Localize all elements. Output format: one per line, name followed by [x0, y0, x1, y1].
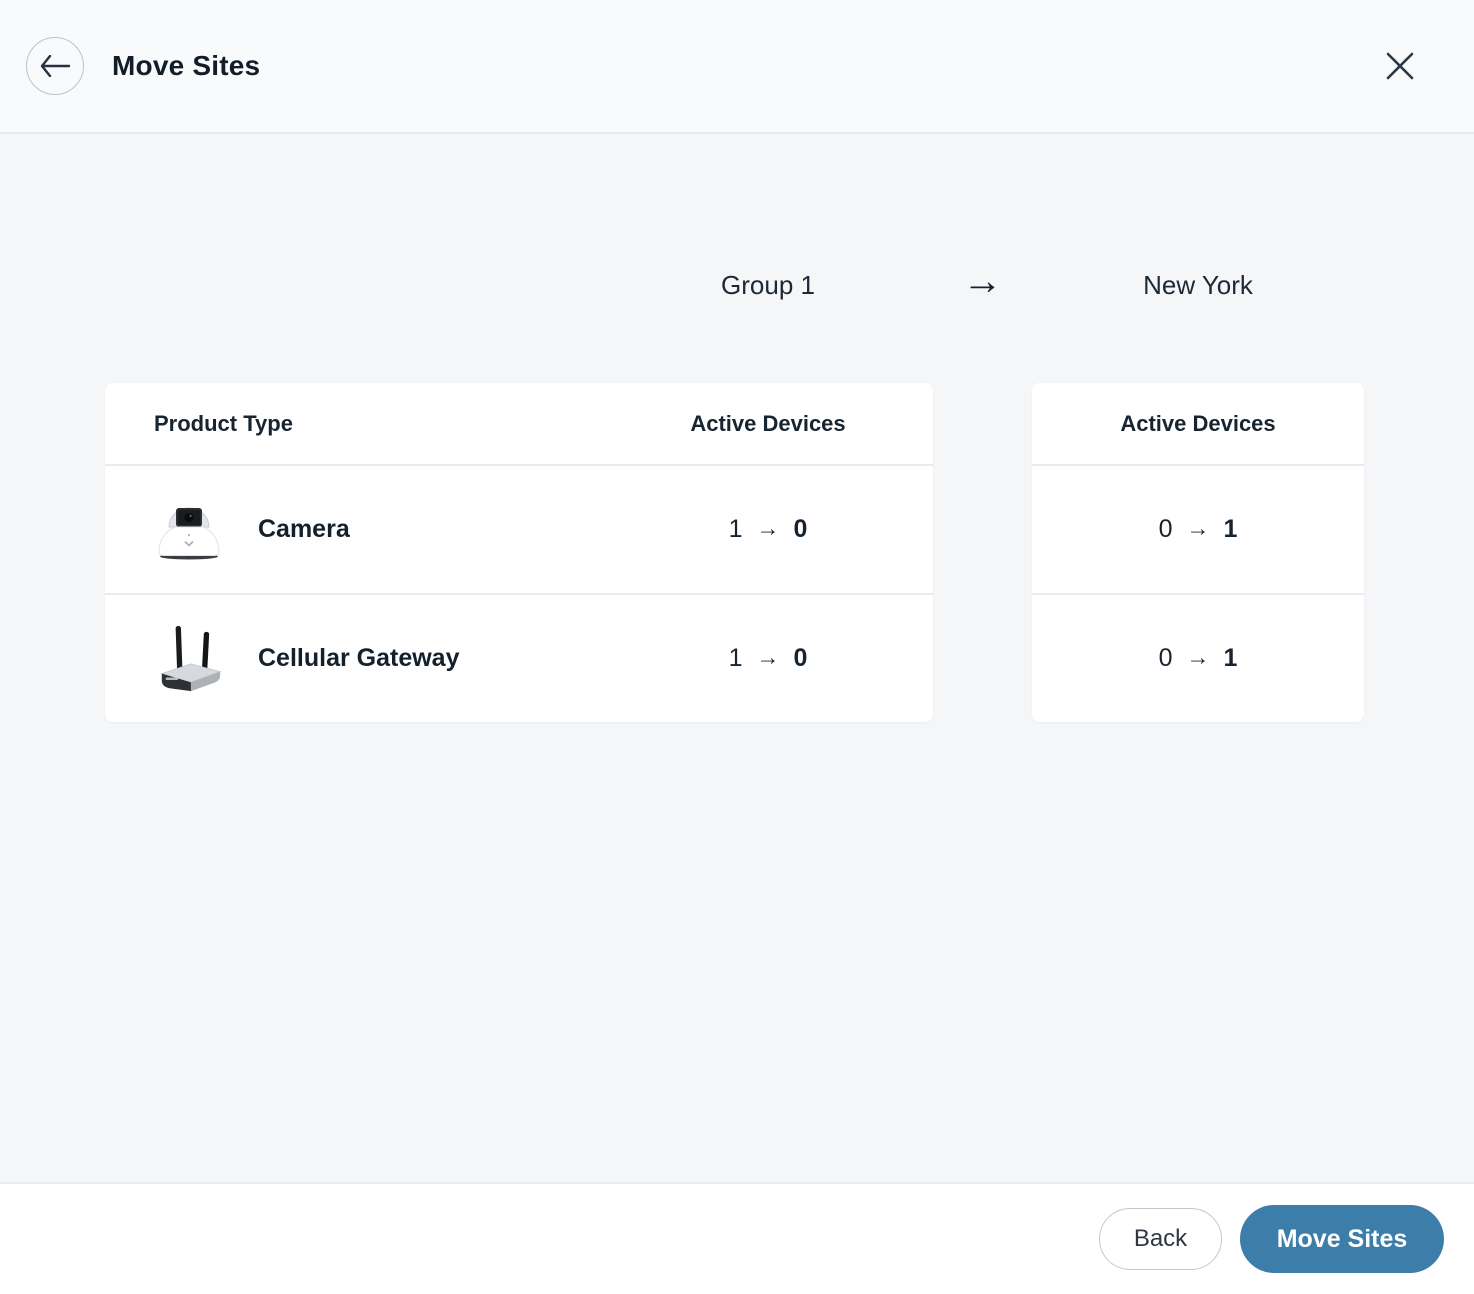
dome-camera-image	[154, 498, 224, 562]
column-header-active-devices: Active Devices	[690, 410, 846, 436]
count-arrow-icon: →	[756, 643, 780, 670]
column-header-product-type: Product Type	[154, 410, 293, 436]
count-arrow-icon: →	[1186, 643, 1210, 670]
device-count-change: 0 → 1	[1159, 515, 1238, 545]
destination-group-label: New York	[1143, 269, 1253, 300]
device-count-change: 1 → 0	[729, 515, 808, 545]
source-table-header: Product Type Active Devices	[105, 383, 933, 464]
count-to: 1	[1223, 515, 1238, 543]
table-row: 0 → 1	[1032, 593, 1364, 722]
group-transfer-summary: Group 1 → New York	[603, 250, 1364, 320]
count-to: 0	[793, 515, 808, 543]
dialog-body: Group 1 → New York Product Type Active D…	[0, 134, 1474, 1182]
device-count-change: 1 → 0	[729, 644, 808, 674]
device-count-change: 0 → 1	[1159, 644, 1238, 674]
arrow-left-icon	[40, 55, 70, 77]
column-header-active-devices: Active Devices	[1120, 410, 1276, 436]
page-title: Move Sites	[112, 50, 261, 81]
destination-devices-table: Active Devices 0 → 1 0 → 1	[1032, 383, 1364, 722]
close-button[interactable]	[1380, 46, 1420, 86]
cellular-gateway-image	[154, 623, 224, 695]
count-from: 0	[1158, 644, 1173, 672]
move-sites-button[interactable]: Move Sites	[1240, 1205, 1444, 1273]
count-to: 0	[793, 644, 808, 672]
dialog-header: Move Sites	[0, 0, 1474, 134]
count-arrow-icon: →	[1186, 514, 1210, 541]
table-row-cellular-gateway: Cellular Gateway 1 → 0	[105, 593, 933, 722]
dialog-footer: Back Move Sites	[0, 1182, 1474, 1294]
table-row: 0 → 1	[1032, 464, 1364, 593]
destination-table-header: Active Devices	[1032, 383, 1364, 464]
count-from: 1	[728, 515, 743, 543]
back-circle-button[interactable]	[26, 37, 84, 95]
count-from: 0	[1158, 515, 1173, 543]
product-name: Cellular Gateway	[258, 644, 460, 672]
count-from: 1	[728, 644, 743, 672]
count-arrow-icon: →	[756, 514, 780, 541]
source-devices-table: Product Type Active Devices	[105, 383, 933, 722]
back-button[interactable]: Back	[1099, 1208, 1222, 1270]
close-icon	[1385, 51, 1415, 81]
table-row-camera: Camera 1 → 0	[105, 464, 933, 593]
source-group-label: Group 1	[721, 269, 815, 300]
transfer-arrow-icon: →	[962, 258, 1003, 303]
product-name: Camera	[258, 515, 350, 543]
count-to: 1	[1223, 644, 1238, 672]
